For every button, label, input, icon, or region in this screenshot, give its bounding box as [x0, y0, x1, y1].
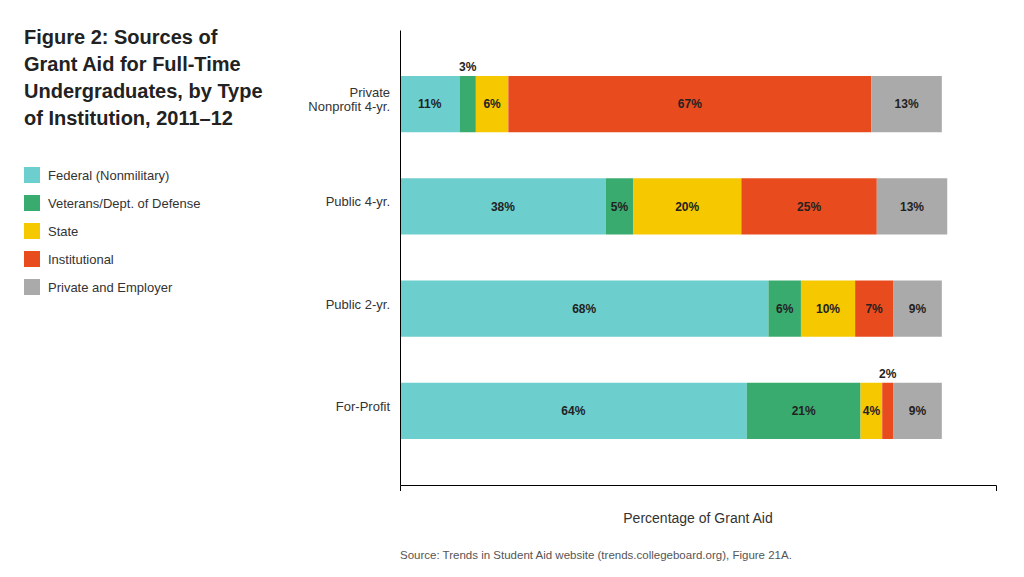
bar — [606, 178, 633, 234]
data-label: 25% — [797, 200, 821, 214]
legend-item: Institutional — [24, 251, 114, 267]
bar — [400, 281, 768, 337]
y-axis: PrivateNonprofit 4-yr. Public 4-yr. Public… — [308, 31, 400, 486]
data-label: 10% — [816, 302, 840, 316]
y-tick: For-Profit — [336, 399, 400, 414]
legend-swatch — [24, 195, 40, 211]
legend-swatch — [24, 167, 40, 183]
y-tick-label: Public 2-yr. — [326, 297, 390, 312]
data-label: 38% — [491, 200, 515, 214]
data-label: 68% — [572, 302, 596, 316]
data-label: 3% — [459, 60, 477, 74]
legend-label: Institutional — [48, 252, 114, 267]
data-labels: 11% 38% 68% 64% 3% 5% 6% 21% 6% 20% 10% 4% 67% 25% 7% 2… — [418, 60, 926, 418]
bar — [508, 76, 871, 132]
y-axis-line — [400, 31, 401, 486]
y-tick: PrivateNonprofit 4-yr. — [308, 85, 400, 114]
data-label: 7% — [865, 302, 883, 316]
data-label: 67% — [678, 97, 702, 111]
bar — [861, 383, 883, 439]
x-axis — [401, 486, 997, 492]
data-label: 2% — [879, 367, 897, 381]
chart: PrivateNonprofit 4-yr. Public 4-yr. Public… — [0, 0, 1024, 577]
legend-swatch — [24, 279, 40, 295]
bar — [893, 383, 942, 439]
annotation: Source: Trends in Student Aid website (t… — [400, 549, 792, 561]
data-label: 20% — [675, 200, 699, 214]
bar — [893, 281, 942, 337]
y-tick: Public 2-yr. — [326, 297, 400, 312]
data-label: 13% — [900, 200, 924, 214]
bar — [741, 178, 876, 234]
data-label: 13% — [895, 97, 919, 111]
data-label: 64% — [561, 404, 585, 418]
bar — [633, 178, 741, 234]
x-axis-title: Percentage of Grant Aid — [623, 510, 772, 526]
title: Figure 2: Sources ofGrant Aid for Full-T… — [24, 26, 263, 129]
y-tick-label: Public 4-yr. — [326, 194, 390, 209]
bar — [882, 383, 893, 439]
bar — [877, 178, 947, 234]
legend-label: Private and Employer — [48, 280, 173, 295]
legend-item: State — [24, 223, 78, 239]
data-label: 11% — [418, 97, 442, 111]
legend-label: State — [48, 224, 78, 239]
legend-item: Private and Employer — [24, 279, 173, 295]
data-label: 6% — [483, 97, 501, 111]
y-tick-label: For-Profit — [336, 399, 391, 414]
data-label: 9% — [909, 404, 927, 418]
bar — [747, 383, 861, 439]
bar — [400, 76, 460, 132]
bar — [476, 76, 509, 132]
bar — [400, 178, 606, 234]
bar — [768, 281, 801, 337]
data-label: 6% — [776, 302, 794, 316]
legend-label: Federal (Nonmilitary) — [48, 168, 169, 183]
bar — [801, 281, 855, 337]
legend-item: Veterans/Dept. of Defense — [24, 195, 200, 211]
y-tick: Public 4-yr. — [326, 194, 400, 209]
data-label: 9% — [909, 302, 927, 316]
x-axis-line — [401, 486, 997, 492]
bar — [460, 76, 476, 132]
legend-swatch — [24, 223, 40, 239]
y-tick-label: PrivateNonprofit 4-yr. — [308, 85, 390, 114]
legend-swatch — [24, 251, 40, 267]
bar — [871, 76, 941, 132]
legend: Federal (Nonmilitary) Veterans/Dept. of D… — [24, 167, 200, 295]
bar — [400, 383, 747, 439]
data-label: 21% — [792, 404, 816, 418]
data-label: 5% — [611, 200, 629, 214]
legend-label: Veterans/Dept. of Defense — [48, 196, 200, 211]
bars — [400, 76, 947, 439]
legend-item: Federal (Nonmilitary) — [24, 167, 169, 183]
data-label: 4% — [863, 404, 881, 418]
bar — [855, 281, 893, 337]
